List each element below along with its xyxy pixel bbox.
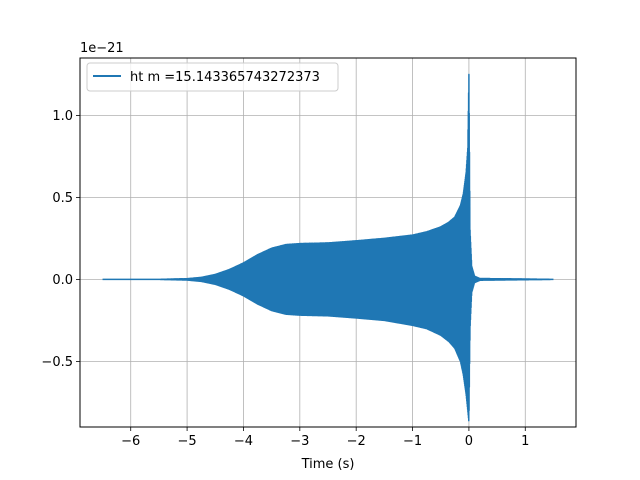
y-tick-label: 1.0 <box>52 109 73 124</box>
legend: ht m =15.143365743272373 <box>86 62 339 92</box>
x-tick-label: −2 <box>347 434 366 449</box>
x-tick-label: 1 <box>521 434 529 449</box>
x-tick-label: 0 <box>465 434 473 449</box>
legend-label: ht m =15.143365743272373 <box>130 70 320 85</box>
y-tick-label: −0.5 <box>41 355 73 370</box>
x-tick-label: −4 <box>234 434 253 449</box>
y-offset-label: 1e−21 <box>80 41 124 56</box>
x-tick-label: −6 <box>121 434 140 449</box>
series-line-0 <box>101 73 555 422</box>
ticks: −6 −5 −4 −3 −2 −1 0 1 −0.5 0.0 0.5 1.0 <box>41 109 529 449</box>
y-tick-label: 0.0 <box>52 273 73 288</box>
x-tick-label: −3 <box>290 434 309 449</box>
plot-frame <box>79 57 577 428</box>
y-tick-label: 0.5 <box>52 191 73 206</box>
series-layer <box>101 73 555 422</box>
x-tick-label: −1 <box>403 434 422 449</box>
x-axis-label: Time (s) <box>301 457 355 472</box>
x-tick-label: −5 <box>178 434 197 449</box>
legend-box <box>86 62 339 92</box>
